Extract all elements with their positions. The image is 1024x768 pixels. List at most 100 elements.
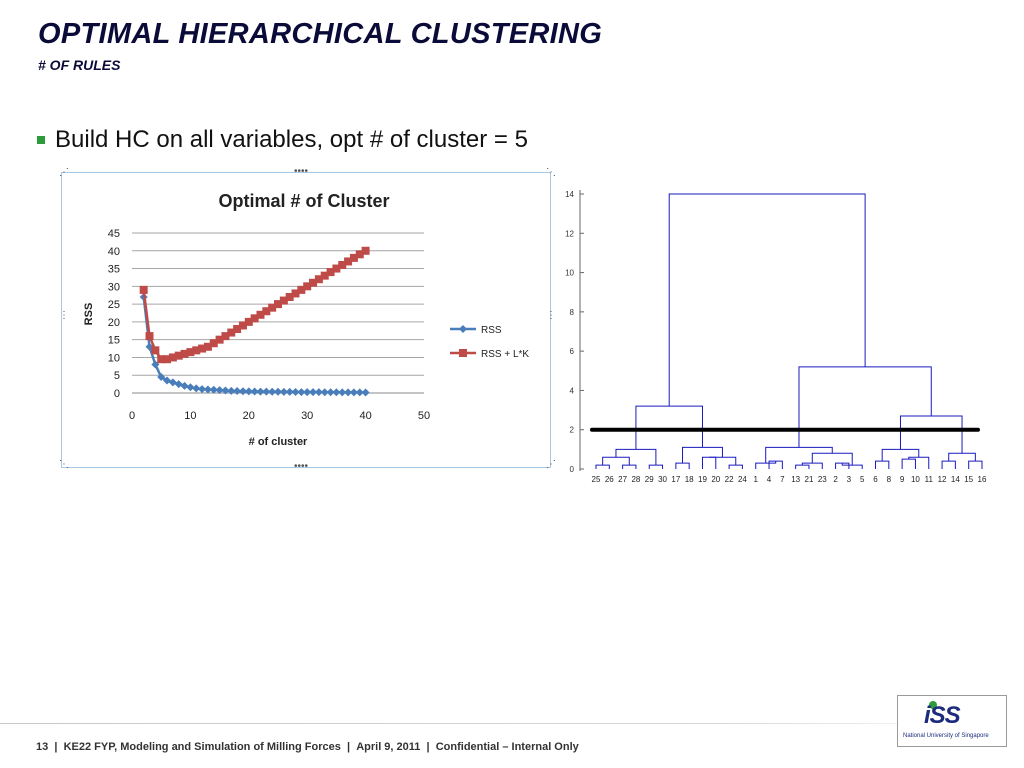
y-tick-label: 35 [108, 264, 120, 276]
leaf-label: 13 [791, 475, 800, 484]
footer-classification: Confidential – Internal Only [436, 741, 579, 753]
dendrogram-link [802, 463, 822, 469]
x-tick-label: 20 [243, 410, 255, 422]
y-tick-label: 15 [108, 335, 120, 347]
dendrogram-link [702, 457, 715, 469]
y-tick-label: 40 [108, 246, 120, 258]
resize-handle-corner-tl[interactable]: ⋰ [59, 168, 69, 178]
y-tick-label: 6 [570, 347, 575, 356]
leaf-label: 11 [925, 475, 934, 484]
data-point [175, 380, 183, 388]
resize-handle-top[interactable]: •••• [294, 167, 308, 177]
leaf-label: 4 [767, 475, 772, 484]
resize-handle-right[interactable]: ⋮ [546, 311, 556, 321]
dendrogram-link [709, 457, 736, 465]
bullet-item: Build HC on all variables, opt # of clus… [37, 126, 528, 154]
dendrogram-link [623, 465, 636, 469]
logo-mark: iSS [924, 702, 960, 730]
leaf-label: 1 [753, 475, 758, 484]
y-tick-label: 4 [570, 386, 575, 395]
leaf-label: 2 [833, 475, 838, 484]
dendrogram-link [876, 461, 889, 469]
y-tick-label: 25 [108, 299, 120, 311]
resize-handle-bottom[interactable]: •••• [294, 462, 308, 472]
resize-handle-corner-br[interactable]: ⋰ [546, 460, 556, 470]
dendrogram-link [942, 461, 955, 469]
data-point [181, 382, 189, 390]
dendrogram-link [596, 465, 609, 469]
dendrogram-link [603, 457, 630, 465]
resize-handle-left[interactable]: ⋮ [59, 311, 69, 321]
leaf-label: 30 [658, 475, 667, 484]
leaf-label: 22 [725, 475, 734, 484]
leaf-label: 24 [738, 475, 747, 484]
y-tick-label: 2 [570, 426, 575, 435]
leaf-label: 20 [711, 475, 720, 484]
footer-project: KE22 FYP, Modeling and Simulation of Mil… [64, 741, 341, 753]
x-tick-label: 30 [301, 410, 313, 422]
bullet-marker [37, 136, 45, 144]
data-point [169, 378, 177, 386]
y-tick-label: 0 [114, 388, 120, 400]
resize-handle-corner-bl[interactable]: ⋱ [59, 460, 69, 470]
dendrogram-link [796, 465, 809, 469]
dendrogram-link [729, 465, 742, 469]
footer-separator: | [427, 741, 430, 753]
slide-subtitle: # OF RULES [38, 57, 120, 73]
y-tick-label: 20 [108, 317, 120, 329]
leaf-label: 5 [860, 475, 865, 484]
leaf-label: 23 [818, 475, 827, 484]
dendrogram-link [900, 416, 962, 453]
line-chart-frame[interactable]: Optimal # of Cluster 0 5 10 15 20 25 30 35 40 45 … [61, 172, 551, 468]
legend-marker [459, 349, 467, 357]
y-tick-label: 14 [565, 190, 574, 199]
data-point [146, 332, 154, 340]
series-line [144, 251, 366, 359]
y-tick-label: 30 [108, 281, 120, 293]
y-tick-label: 8 [570, 308, 575, 317]
dendrogram-link [949, 453, 976, 461]
dendrogram-link [669, 194, 865, 406]
leaf-label: 26 [605, 475, 614, 484]
data-point [186, 383, 194, 391]
leaf-label: 14 [951, 475, 960, 484]
dendrogram-link [902, 459, 915, 469]
x-tick-label: 0 [129, 410, 135, 422]
leaf-label: 15 [964, 475, 973, 484]
leaf-label: 17 [671, 475, 680, 484]
iss-logo: iSS National University of Singapore [897, 695, 1007, 747]
leaf-label: 10 [911, 475, 920, 484]
footer-separator: | [54, 741, 57, 753]
dendrogram-link [676, 463, 689, 469]
y-tick-label: 10 [565, 269, 574, 278]
leaf-label: 21 [805, 475, 814, 484]
y-tick-label: 0 [570, 465, 575, 474]
footer-date: April 9, 2011 [356, 741, 420, 753]
line-chart: Optimal # of Cluster 051015202530354045 … [62, 173, 550, 467]
slide-title: OPTIMAL HIERARCHICAL CLUSTERING [38, 18, 602, 51]
leaf-label: 3 [847, 475, 852, 484]
legend-label: RSS + L*K [481, 349, 529, 360]
data-point [362, 247, 370, 255]
leaf-label: 28 [631, 475, 640, 484]
legend-label: RSS [481, 325, 502, 336]
leaf-label: 27 [618, 475, 627, 484]
footer-divider [0, 723, 1024, 724]
data-point [151, 346, 159, 354]
resize-handle-corner-tr[interactable]: ⋱ [546, 168, 556, 178]
x-tick-label: 40 [359, 410, 371, 422]
leaf-label: 19 [698, 475, 707, 484]
y-tick-label: 5 [114, 370, 120, 382]
leaf-label: 7 [780, 475, 785, 484]
footer-page-number: 13 [36, 741, 48, 753]
footer: 13 | KE22 FYP, Modeling and Simulation o… [36, 741, 579, 753]
leaf-label: 29 [645, 475, 654, 484]
series-line [144, 297, 366, 392]
logo-subtext: National University of Singapore [903, 733, 989, 739]
leaf-label: 9 [900, 475, 905, 484]
x-tick-label: 50 [418, 410, 430, 422]
bullet-text: Build HC on all variables, opt # of clus… [55, 126, 528, 154]
x-axis-label: # of cluster [249, 436, 308, 448]
dendrogram-link [969, 461, 982, 469]
